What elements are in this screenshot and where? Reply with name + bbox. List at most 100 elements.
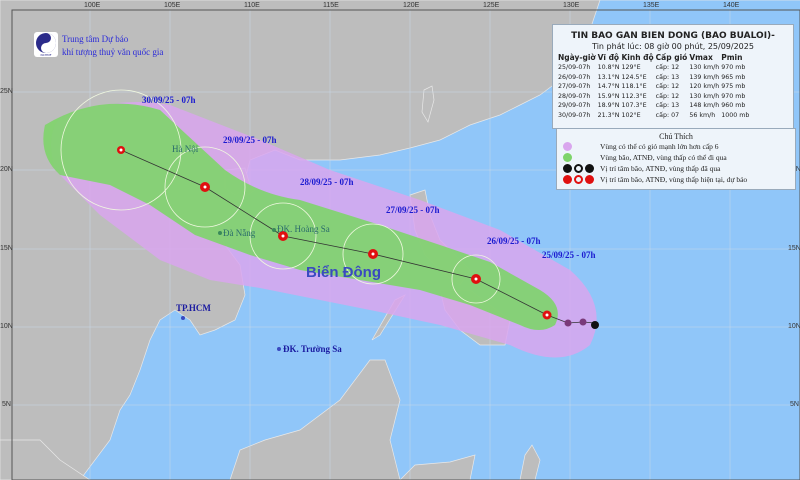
lon-label: 135E: [643, 2, 660, 9]
nchmf-logo: NCHMF: [34, 32, 58, 57]
table-cell: 1000 mb: [721, 111, 750, 119]
table-row: 27/09-07h 14.7°N 118.1°E cấp: 12 120 km/h 975…: [558, 82, 751, 92]
storm-icon-26-09: [471, 274, 481, 284]
storm-icon-27-09: [368, 249, 378, 259]
place-truong-sa: ĐK. Trường Sa: [283, 344, 342, 354]
past-depression-icon: [574, 164, 583, 173]
lon-label: 110E: [244, 2, 260, 9]
table-row: 28/09-07h 15.9°N 112.3°E cấp: 12 130 km/h 970…: [558, 92, 751, 102]
date-label: 25/09/25 - 07h: [542, 250, 596, 260]
legend-label: Vị trí tâm bão, ATNĐ, vùng thấp hiện tại…: [600, 175, 748, 184]
lon-label: 125E: [483, 2, 500, 9]
lon-label: 130E: [563, 2, 580, 9]
table-cell: cấp: 12: [655, 83, 680, 91]
bulletin-issued: Tin phát lúc: 08 giờ 00 phút, 25/09/2025: [592, 42, 754, 51]
place-hcm: TP.HCM: [176, 303, 211, 313]
date-label: 28/09/25 - 07h: [300, 177, 354, 187]
column-header: Ngày-giờ: [558, 53, 596, 62]
table-cell: 21.3°N: [597, 111, 620, 119]
table-cell: cấp: 07: [655, 111, 680, 119]
legend-label: Vùng có thể có gió mạnh lớn hơn cấp 6: [600, 142, 719, 151]
lon-label: 115E: [323, 2, 339, 9]
table-cell: cấp: 13: [655, 102, 680, 110]
table-cell: 129°E: [621, 64, 641, 72]
legend-label: Vị trí tâm bão, ATNĐ, vùng thấp đã qua: [600, 164, 721, 173]
table-row: 29/09-07h 18.9°N 107.3°E cấp: 13 148 km/h 960…: [558, 101, 751, 111]
place-markers: [181, 228, 281, 351]
low-pressure-icon-30-09: [117, 146, 125, 154]
table-cell: 102°E: [621, 111, 641, 119]
legend-panel: Chú Thích Vùng có thể có gió mạnh lớn hơ…: [556, 128, 796, 190]
table-cell: 28/09-07h: [558, 92, 591, 100]
lon-label: 100E: [84, 2, 101, 9]
table-cell: 29/09-07h: [558, 102, 591, 110]
table-cell: 130 km/h: [689, 92, 720, 100]
track-zone-swatch-icon: [563, 153, 572, 162]
past-low-icon: [585, 164, 594, 173]
org-line-1: Trung tâm Dự báo: [62, 34, 129, 44]
table-cell: 970 mb: [721, 64, 746, 72]
lat-label: 10N: [0, 323, 13, 330]
sea-name: Biển Đông: [306, 264, 381, 281]
table-cell: 107.3°E: [621, 102, 647, 110]
land-borneo: [229, 359, 401, 480]
table-cell: 148 km/h: [689, 102, 720, 110]
place-danang: Đà Nẵng: [223, 228, 256, 238]
table-cell: 30/09-07h: [558, 111, 591, 119]
table-cell: cấp: 13: [655, 73, 680, 81]
svg-text:NCHMF: NCHMF: [41, 53, 52, 57]
table-cell: 118.1°E: [621, 83, 647, 91]
legend-title: Chú Thích: [659, 132, 693, 141]
table-row: 25/09-07h 10.8°N 129°E cấp: 12 130 km/h 970 m…: [558, 63, 751, 73]
table-cell: 975 mb: [721, 83, 746, 91]
storm-icon-29-09: [200, 182, 210, 192]
date-label: 26/09/25 - 07h: [487, 236, 541, 246]
place-hanoi: Hà Nội: [172, 144, 199, 154]
past-storm-icon: [563, 164, 572, 173]
table-row: 26/09-07h 13.1°N 124.5°E cấp: 13 139 km/h 965…: [558, 73, 751, 83]
map-frame: [11, 9, 800, 480]
table-cell: 25/09-07h: [558, 64, 591, 72]
legend-item: Vùng bão, ATNĐ, vùng thấp có thể đi qua: [563, 152, 795, 163]
legend-item: Vị trí tâm bão, ATNĐ, vùng thấp hiện tại…: [563, 174, 795, 185]
forecast-table: Ngày-giờ Vĩ độ Kinh độ Cấp gió Vmax Pmin…: [558, 53, 751, 120]
table-cell: 970 mb: [721, 92, 746, 100]
past-positions: [564, 318, 599, 329]
lat-label: 20N: [0, 166, 13, 173]
table-cell: 13.1°N: [597, 73, 620, 81]
lat-label-right: 15N: [788, 245, 800, 252]
bulletin-panel: TIN BAO GAN BIEN DONG (BAO BUALOI)- Tin …: [552, 24, 794, 129]
lon-label: 140E: [723, 2, 740, 9]
forecast-low-icon: [585, 175, 594, 184]
column-header: Vmax: [689, 53, 713, 62]
past-position-icon: [564, 319, 572, 327]
lat-label: 15N: [0, 245, 13, 252]
forecast-positions: [117, 146, 552, 320]
land-sulawesi: [399, 444, 541, 480]
radius-circles: [60, 89, 501, 304]
date-label: 27/09/25 - 07h: [386, 205, 440, 215]
track-probability-zone: [43, 103, 558, 330]
table-row: 30/09-07h 21.3°N 102°E cấp: 07 56 km/h 1000 m…: [558, 111, 751, 121]
forecast-depression-icon: [574, 175, 583, 184]
table-cell: 56 km/h: [689, 111, 716, 119]
lon-label: 120E: [403, 2, 420, 9]
table-cell: 130 km/h: [689, 64, 720, 72]
lat-label-right: 10N: [788, 323, 800, 330]
organization-name: Trung tâm Dự báo khí tượng thuỷ văn quốc…: [62, 33, 163, 59]
lat-label: 5N: [2, 401, 11, 408]
table-cell: 27/09-07h: [558, 83, 591, 91]
table-cell: 120 km/h: [689, 83, 720, 91]
land-taiwan: [421, 85, 435, 123]
past-position-icon: [579, 318, 587, 326]
column-header: Cấp gió: [655, 53, 688, 62]
table-cell: 18.9°N: [597, 102, 620, 110]
legend-label: Vùng bão, ATNĐ, vùng thấp có thể đi qua: [600, 153, 727, 162]
place-hoang-sa: ĐK. Hoàng Sa: [277, 224, 330, 234]
org-line-2: khí tượng thuỷ văn quốc gia: [62, 47, 164, 57]
land-malay-peninsula: [0, 439, 91, 480]
table-cell: 139 km/h: [689, 73, 720, 81]
bulletin-title: TIN BAO GAN BIEN DONG (BAO BUALOI)-: [571, 31, 775, 41]
date-label: 29/09/25 - 07h: [223, 135, 277, 145]
legend-item: Vị trí tâm bão, ATNĐ, vùng thấp đã qua: [563, 163, 795, 174]
